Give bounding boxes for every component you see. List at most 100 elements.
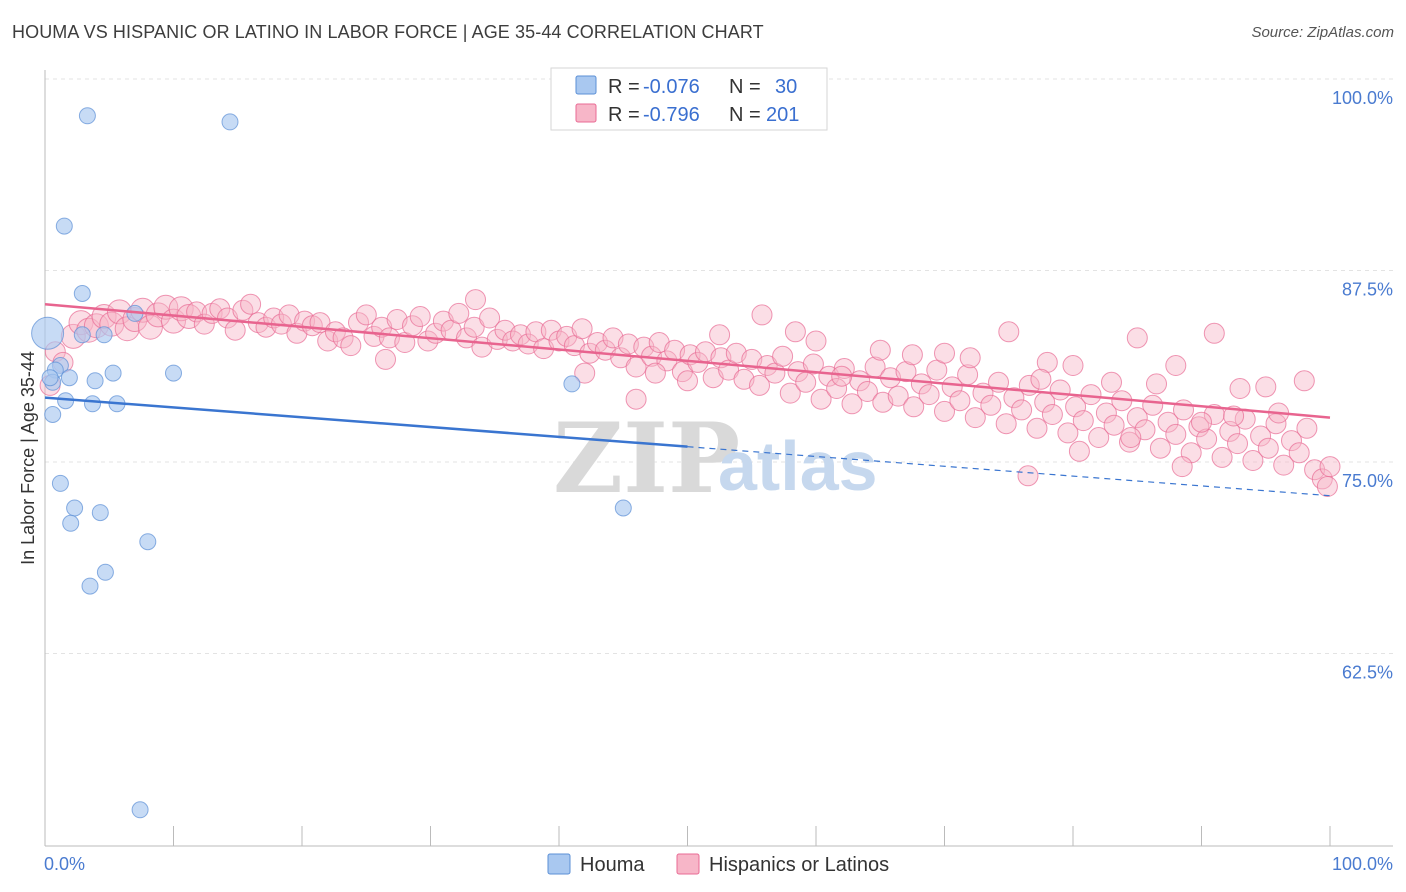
houma-point [615,500,631,516]
hispanics-point [1147,374,1167,394]
bottom-legend-swatch-houma [548,854,570,874]
watermark: ZIP atlas [553,402,878,515]
hispanics-point [1121,428,1141,448]
hispanics-point [1289,443,1309,463]
y-tick-label: 100.0% [1332,88,1393,108]
hispanics-point [1031,369,1051,389]
hispanics-point [645,363,665,383]
hispanics-point [1166,424,1186,444]
hispanics-point [1256,377,1276,397]
hispanics-point [1027,418,1047,438]
houma-point [61,370,77,386]
hispanics-point [626,389,646,409]
hispanics-point [1127,328,1147,348]
hispanics-point [1012,400,1032,420]
houma-point [564,376,580,392]
hispanics-point [1042,405,1062,425]
x-tick-label-min: 0.0% [44,854,85,874]
houma-point [87,373,103,389]
hispanics-point [376,349,396,369]
legend-n-value-houma: 30 [775,76,797,98]
hispanics-point [1166,356,1186,376]
x-tick-label-max: 100.0% [1332,854,1393,874]
legend-r-label-hispanics: R = [608,104,640,126]
hispanics-point [572,319,592,339]
hispanics-point [1143,395,1163,415]
y-axis-title: In Labor Force | Age 35-44 [18,351,38,565]
houma-point [67,500,83,516]
hispanics-point [466,290,486,310]
y-tick-label: 62.5% [1342,663,1393,683]
bottom-legend-label-hispanics: Hispanics or Latinos [709,854,889,876]
hispanics-point [902,345,922,365]
bottom-legend-swatch-hispanics [677,854,699,874]
hispanics-point [341,336,361,356]
houma-point [105,365,121,381]
hispanics-point [449,303,469,323]
hispanics-point [919,385,939,405]
series-houma-points [32,108,632,818]
hispanics-point [1172,457,1192,477]
hispanics-point [1050,380,1070,400]
hispanics-point [1150,438,1170,458]
legend-swatch-hispanics [576,104,596,122]
legend-n-label-houma: N = [729,76,761,98]
legend-swatch-houma [576,76,596,94]
watermark-atlas: atlas [718,427,878,505]
hispanics-point [950,391,970,411]
legend-n-value-hispanics: 201 [766,104,799,126]
hispanics-point [935,343,955,363]
hispanics-point [1073,411,1093,431]
hispanics-point [1081,385,1101,405]
y-tick-label: 87.5% [1342,280,1393,300]
hispanics-trend-line [45,304,1330,417]
hispanics-point [1204,323,1224,343]
legend-box: R = -0.076 N = 30 R = -0.796 N = 201 [551,68,827,130]
hispanics-point [996,414,1016,434]
hispanics-point [981,395,1001,415]
hispanics-point [225,320,245,340]
hispanics-point [410,307,430,327]
hispanics-point [1018,466,1038,486]
hispanics-point [1230,379,1250,399]
houma-point [222,114,238,130]
houma-point [32,317,64,349]
houma-point [52,475,68,491]
bottom-legend-label-houma: Houma [580,854,645,876]
hispanics-point [752,305,772,325]
hispanics-point [1192,412,1212,432]
houma-point [166,365,182,381]
hispanics-point [870,340,890,360]
hispanics-point [796,372,816,392]
hispanics-point [678,371,698,391]
houma-point [97,564,113,580]
houma-point [42,370,58,386]
watermark-zip: ZIP [553,402,740,515]
hispanics-point [999,322,1019,342]
y-tick-label: 75.0% [1342,471,1393,491]
hispanics-point [1297,418,1317,438]
houma-point [92,505,108,521]
hispanics-point [1069,441,1089,461]
houma-point [140,534,156,550]
bottom-legend: Houma Hispanics or Latinos [548,854,889,876]
hispanics-point [960,348,980,368]
legend-r-label-houma: R = [608,76,640,98]
hispanics-point [1294,371,1314,391]
hispanics-point [241,294,261,314]
legend-n-label-hispanics: N = [729,104,761,126]
houma-point [96,327,112,343]
hispanics-point [806,331,826,351]
hispanics-point [1063,356,1083,376]
hispanics-point [785,322,805,342]
hispanics-point [1258,438,1278,458]
hispanics-point [1228,434,1248,454]
hispanics-point [1102,372,1122,392]
hispanics-point [1317,477,1337,497]
hispanics-point [1104,415,1124,435]
houma-point [85,396,101,412]
houma-point [82,578,98,594]
hispanics-point [1212,447,1232,467]
hispanics-point [773,346,793,366]
